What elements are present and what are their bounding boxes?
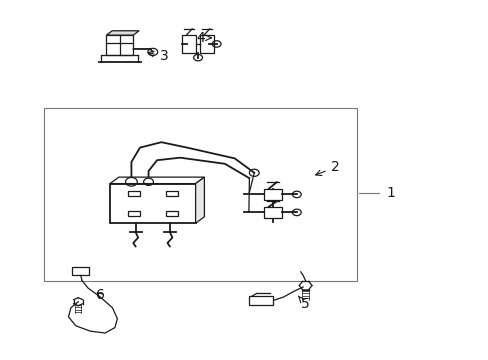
Bar xyxy=(263,189,282,200)
Text: 5: 5 xyxy=(298,296,309,311)
Text: 2: 2 xyxy=(315,161,339,175)
Bar xyxy=(110,184,195,223)
Polygon shape xyxy=(195,177,204,223)
Bar xyxy=(182,35,196,53)
Text: 1: 1 xyxy=(386,186,395,199)
Bar xyxy=(263,207,282,218)
Polygon shape xyxy=(110,177,204,184)
Bar xyxy=(44,108,356,281)
Bar xyxy=(110,184,195,223)
Bar xyxy=(165,191,177,196)
Bar xyxy=(165,211,177,216)
Bar xyxy=(106,35,133,55)
Bar xyxy=(200,35,213,53)
Bar xyxy=(128,211,140,216)
Text: 4: 4 xyxy=(196,31,211,45)
Text: 6: 6 xyxy=(96,288,104,302)
Text: 3: 3 xyxy=(148,49,168,63)
Bar xyxy=(249,296,272,305)
Bar xyxy=(72,267,89,275)
Bar xyxy=(128,191,140,196)
Polygon shape xyxy=(106,31,139,35)
